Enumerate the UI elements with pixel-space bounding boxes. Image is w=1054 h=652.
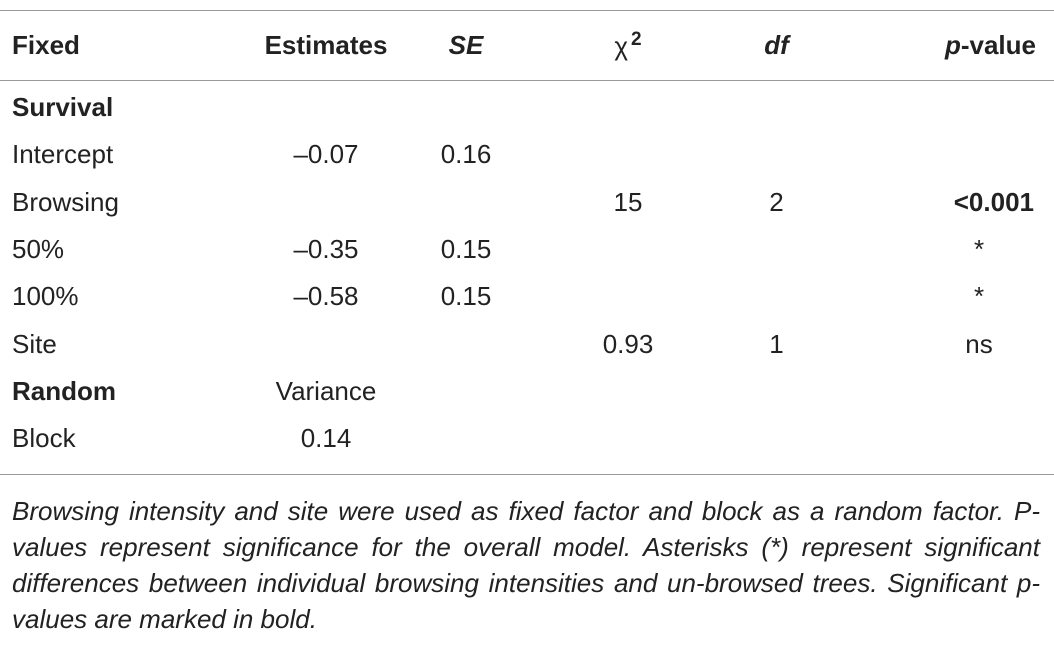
header-p-value: p-value [814,11,1054,80]
row-p [814,131,1054,178]
row-chi: 15 [613,186,643,217]
row-chi [517,131,739,178]
row-p: * [973,281,985,312]
row-df: 1 [769,328,784,359]
row-se [415,320,517,367]
row-p: <0.001 [953,186,1034,217]
row-p [814,415,1054,462]
bottom-rule [0,474,1054,475]
header-fixed: Fixed [12,30,80,60]
header-rule [0,80,1054,81]
row-chi [517,368,739,415]
row-chi [517,273,739,320]
row-se: 0.15 [440,281,492,312]
row-se [415,80,517,131]
row-label: 100% [12,281,79,312]
table-row: 50% –0.35 0.15 * [0,226,1054,273]
header-df: df [764,30,789,60]
row-label: Site [12,328,57,359]
row-se [415,415,517,462]
header-se: SE [448,30,484,60]
row-p [814,80,1054,131]
chi-symbol: χ [614,31,629,61]
table-row: Block 0.14 [0,415,1054,462]
row-estimate [237,80,415,131]
row-p [814,368,1054,415]
row-label: 50% [12,234,65,265]
table-row: Site 0.93 1 ns [0,320,1054,367]
row-label: Block [12,423,76,454]
p-rest: -value [960,30,1036,60]
row-p: ns [965,328,993,359]
row-chi [517,80,739,131]
row-estimate: –0.07 [293,139,359,170]
row-chi: 0.93 [602,328,654,359]
row-p: * [973,234,985,265]
table-caption: Browsing intensity and site were used as… [12,496,1040,634]
row-estimate: 0.14 [300,423,352,454]
row-df [739,368,814,415]
table-row: Browsing 15 2 <0.001 [0,179,1054,226]
row-df [739,80,814,131]
row-estimate [237,179,415,226]
row-df [739,415,814,462]
row-estimate: –0.35 [293,234,359,265]
row-chi [517,226,739,273]
row-se [415,368,517,415]
row-label: Browsing [12,186,119,217]
row-estimate: –0.58 [293,281,359,312]
row-se [415,179,517,226]
row-se: 0.15 [440,234,492,265]
table-row: 100% –0.58 0.15 * [0,273,1054,320]
table-row: Random Variance [0,368,1054,415]
row-label: Intercept [12,139,114,170]
table-row: Intercept –0.07 0.16 [0,131,1054,178]
row-df [739,131,814,178]
row-df [739,273,814,320]
top-rule [0,10,1054,11]
header-estimates: Estimates [264,30,388,60]
row-label: Random [12,375,116,406]
row-estimate: Variance [275,375,377,406]
table-row: Survival [0,80,1054,131]
row-df [739,226,814,273]
row-estimate [237,320,415,367]
row-chi [517,415,739,462]
row-df: 2 [769,186,784,217]
row-se: 0.16 [440,139,492,170]
row-label: Survival [12,92,114,123]
chi-superscript: 2 [631,29,642,50]
p-italic: p [944,30,961,60]
